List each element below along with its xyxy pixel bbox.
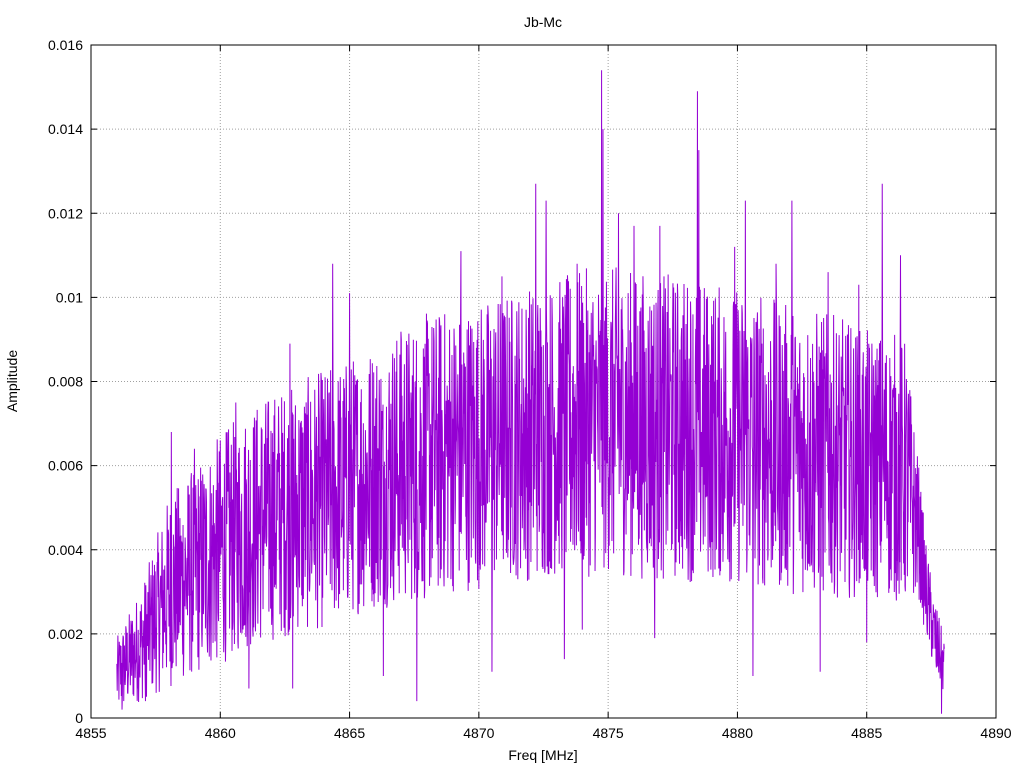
axis-ticks: 4855 4860 4865 4870 4875 4880 4885 4890 0 0.002 0.… (48, 37, 1012, 741)
x-tick-label: 4865 (334, 725, 365, 741)
x-tick-label: 4870 (463, 725, 494, 741)
y-tick-label: 0.008 (48, 374, 83, 390)
x-axis-label: Freq [MHz] (508, 747, 577, 763)
x-tick-label: 4890 (980, 725, 1011, 741)
y-tick-label: 0 (75, 710, 83, 726)
chart-title: Jb-Mc (524, 14, 562, 30)
series-line (116, 70, 945, 714)
y-tick-label: 0.016 (48, 37, 83, 53)
x-tick-label: 4875 (593, 725, 624, 741)
x-tick-label: 4855 (75, 725, 106, 741)
x-tick-label: 4885 (851, 725, 882, 741)
y-axis-label: Amplitude (4, 350, 20, 412)
y-tick-label: 0.002 (48, 626, 83, 642)
y-tick-label: 0.012 (48, 205, 83, 221)
x-tick-label: 4860 (205, 725, 236, 741)
x-tick-label: 4880 (722, 725, 753, 741)
y-tick-label: 0.006 (48, 458, 83, 474)
y-tick-label: 0.004 (48, 542, 83, 558)
y-tick-label: 0.014 (48, 121, 83, 137)
y-tick-label: 0.01 (56, 289, 83, 305)
